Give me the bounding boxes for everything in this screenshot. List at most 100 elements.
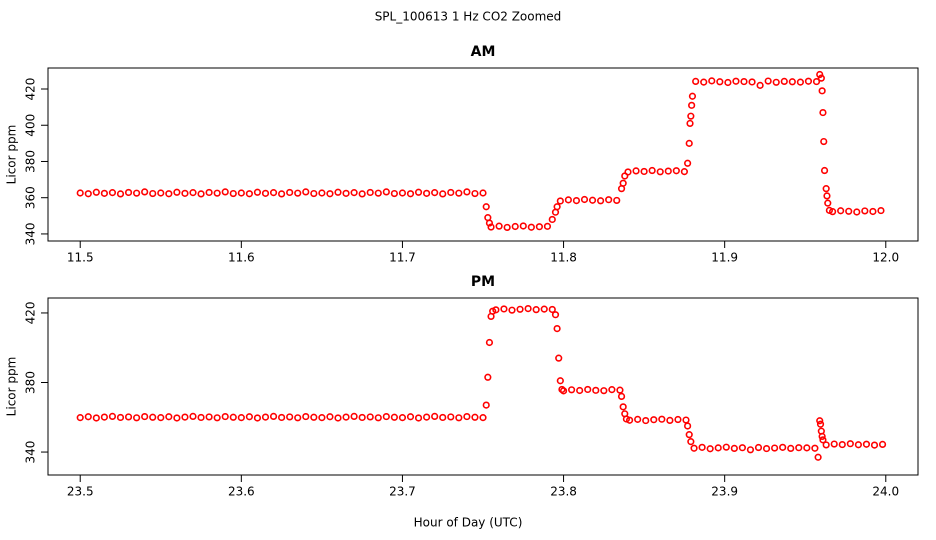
point — [617, 392, 626, 401]
point — [732, 77, 740, 85]
point — [165, 190, 173, 198]
point — [495, 222, 503, 230]
point — [572, 197, 581, 205]
point — [485, 219, 494, 227]
point — [141, 412, 149, 421]
point — [796, 78, 804, 86]
point — [878, 440, 887, 448]
point — [664, 167, 672, 175]
point — [92, 414, 100, 422]
point — [564, 196, 572, 204]
point — [553, 203, 561, 211]
point — [543, 222, 552, 230]
point — [76, 414, 84, 422]
point — [818, 87, 826, 95]
point — [278, 413, 286, 422]
point — [173, 414, 181, 422]
point — [666, 416, 674, 425]
point — [84, 413, 92, 421]
point — [508, 306, 516, 314]
point — [516, 305, 524, 313]
point — [245, 190, 253, 198]
x-tick-label: 11.8 — [550, 251, 577, 265]
point — [366, 413, 374, 421]
point — [822, 185, 830, 193]
point — [700, 78, 708, 86]
point — [788, 78, 796, 86]
point — [674, 415, 682, 424]
point — [116, 190, 125, 198]
point — [157, 189, 165, 197]
point — [551, 311, 560, 319]
point — [680, 168, 688, 176]
point — [829, 208, 837, 216]
point — [818, 432, 826, 441]
point — [492, 306, 500, 314]
point — [819, 108, 827, 117]
point — [310, 413, 318, 421]
point — [124, 413, 133, 421]
point — [877, 206, 885, 215]
point — [771, 444, 779, 452]
point — [189, 189, 197, 197]
point — [862, 440, 871, 448]
point — [149, 189, 157, 198]
point — [740, 77, 748, 86]
point — [350, 189, 358, 197]
point — [672, 167, 680, 175]
point — [189, 412, 197, 421]
point — [619, 179, 627, 187]
point — [423, 413, 431, 421]
point — [605, 196, 613, 204]
point — [245, 413, 253, 421]
point — [687, 438, 695, 446]
point — [133, 189, 141, 197]
point — [540, 305, 548, 313]
point — [84, 190, 92, 198]
point — [269, 412, 278, 421]
point — [556, 197, 564, 205]
point — [431, 412, 439, 421]
point — [816, 70, 824, 79]
point — [688, 101, 696, 109]
x-tick-label: 23.5 — [67, 485, 94, 499]
point — [730, 444, 738, 452]
point — [350, 412, 358, 421]
point — [237, 189, 245, 197]
point — [482, 401, 490, 409]
point — [684, 159, 692, 167]
point — [157, 414, 165, 422]
point — [754, 443, 763, 452]
point — [812, 77, 821, 86]
point — [487, 223, 495, 231]
point — [772, 78, 780, 86]
point — [576, 386, 584, 395]
point — [685, 139, 693, 147]
point — [310, 189, 318, 198]
point — [568, 386, 576, 394]
point — [845, 207, 853, 215]
point — [804, 77, 813, 85]
point — [616, 386, 624, 394]
point — [366, 188, 374, 197]
point — [141, 188, 149, 196]
point — [205, 413, 213, 421]
point — [716, 78, 724, 86]
point — [692, 77, 700, 86]
point — [642, 416, 650, 425]
plot-frame — [47, 67, 919, 242]
point — [592, 386, 600, 394]
point — [597, 197, 605, 205]
point — [698, 443, 706, 451]
point — [658, 415, 666, 423]
point — [619, 403, 627, 411]
point — [181, 413, 189, 421]
point — [116, 413, 125, 422]
point — [342, 413, 350, 421]
point — [439, 190, 447, 198]
x-axis-label: Hour of Day (UTC) — [414, 516, 523, 530]
panel-title: AM — [471, 44, 496, 60]
point — [650, 416, 658, 424]
point — [795, 444, 803, 452]
y-tick-label: 420 — [24, 78, 38, 101]
